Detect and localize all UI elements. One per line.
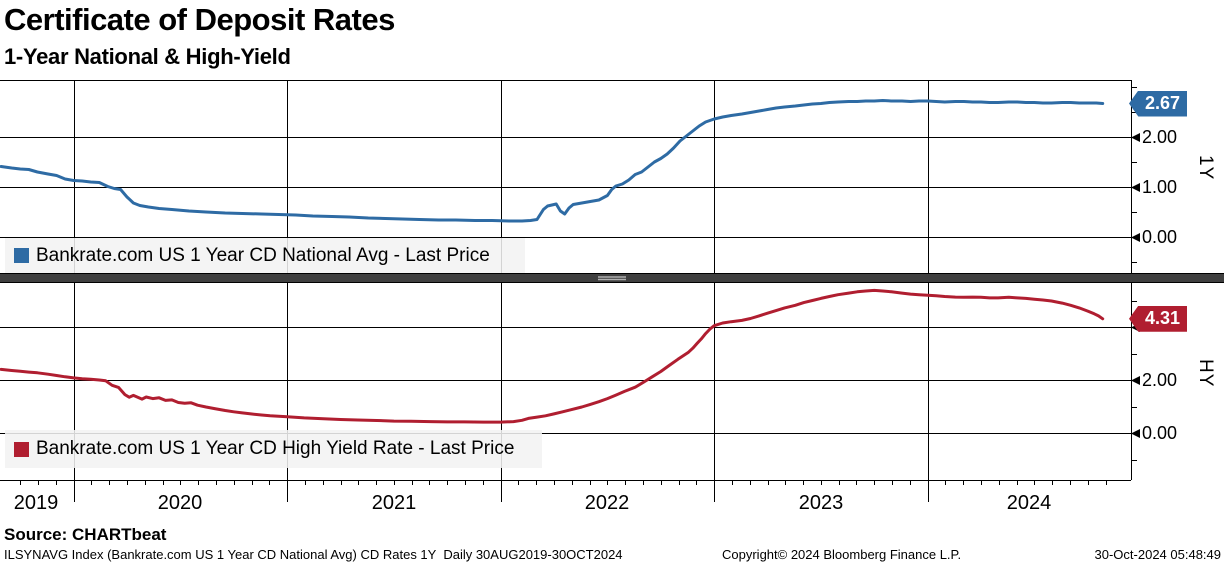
- axis-label-1y: 1Y: [1195, 155, 1216, 181]
- x-axis-label-2023: 2023: [798, 492, 844, 514]
- high-yield-series-swatch: [14, 441, 29, 457]
- x-axis-label-2021: 2021: [371, 492, 417, 514]
- legend-high-yield-label: Bankrate.com US 1 Year CD High Yield Rat…: [36, 438, 515, 459]
- y-tick-arrow: [1131, 233, 1140, 242]
- y-tick-arrow: [1131, 376, 1140, 385]
- last-price-flag-high-yield: 4.31: [1129, 305, 1187, 332]
- axis-label-hy: HY: [1195, 359, 1216, 388]
- y-tick-label: 0.00: [1142, 227, 1178, 247]
- y-tick-label: 2.00: [1142, 127, 1178, 147]
- x-axis-label-2024: 2024: [1006, 492, 1052, 514]
- y-tick-arrow: [1131, 133, 1140, 142]
- copyright-notice: Copyright© 2024 Bloomberg Finance L.P.: [722, 547, 962, 562]
- legend-national: Bankrate.com US 1 Year CD National Avg -…: [5, 238, 525, 273]
- x-axis-label-2020: 2020: [157, 492, 203, 514]
- y-tick-arrow: [1131, 183, 1140, 192]
- timestamp: 30-Oct-2024 05:48:49: [1094, 547, 1221, 562]
- page-title: Certificate of Deposit Rates: [4, 2, 395, 37]
- y-tick-label: 1.00: [1142, 177, 1178, 197]
- security-info: ILSYNAVG Index (Bankrate.com US 1 Year C…: [4, 547, 623, 562]
- y-tick-label: 0.00: [1142, 423, 1178, 443]
- y-tick-label: 2.00: [1142, 370, 1178, 390]
- page-subtitle: 1-Year National & High-Yield: [4, 44, 291, 69]
- legend-high-yield: Bankrate.com US 1 Year CD High Yield Rat…: [5, 430, 542, 468]
- panel-divider[interactable]: [0, 274, 1224, 282]
- legend-national-label: Bankrate.com US 1 Year CD National Avg -…: [36, 244, 490, 266]
- x-axis-label-2022: 2022: [584, 492, 630, 514]
- national-avg-line: [0, 99, 1105, 223]
- source-label: Source: CHARTbeat: [4, 525, 167, 544]
- national-series-swatch: [14, 248, 29, 263]
- y-tick-arrow: [1131, 429, 1140, 438]
- last-price-flag-national: 2.67: [1129, 90, 1187, 117]
- x-axis-label-2019: 2019: [13, 492, 59, 514]
- high-yield-line: [0, 288, 1105, 424]
